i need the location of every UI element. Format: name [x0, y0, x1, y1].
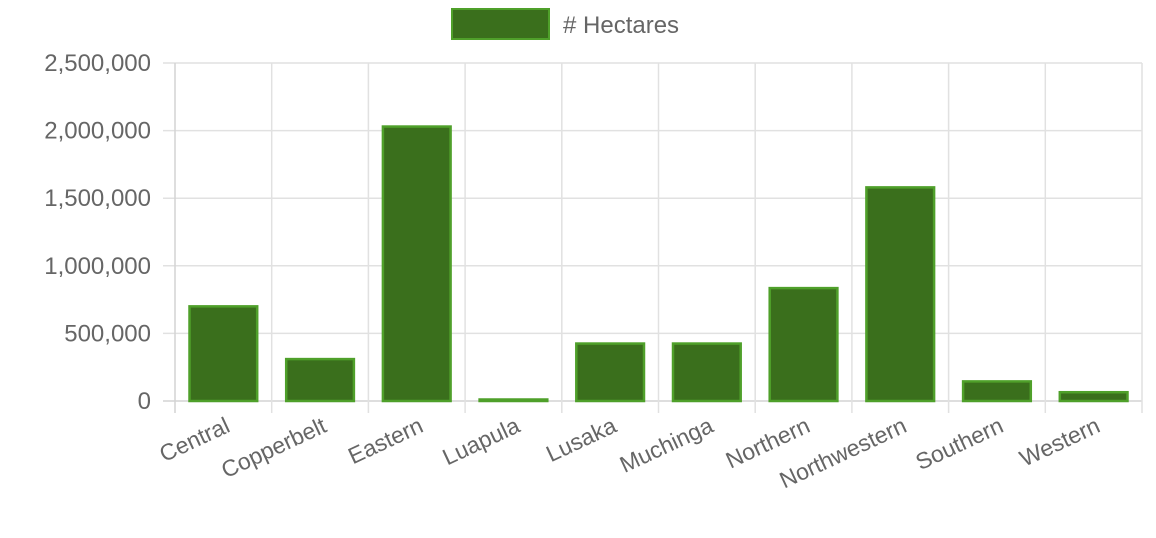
y-tick-label: 500,000 [64, 320, 151, 347]
y-tick-label: 2,500,000 [44, 50, 151, 77]
y-tick-label: 2,000,000 [44, 118, 151, 145]
bar-southern[interactable] [961, 380, 1033, 403]
legend-swatch [451, 8, 550, 40]
legend[interactable]: # Hectares [451, 8, 679, 40]
bar-luapula[interactable] [478, 398, 549, 403]
y-tick-label: 1,000,000 [44, 253, 151, 280]
bar-copperbelt[interactable] [284, 357, 356, 403]
x-tick-label: Lusaka [542, 412, 620, 467]
gridlines [163, 62, 1143, 413]
x-tick-label: Muchinga [616, 412, 718, 478]
y-tick-label: 0 [138, 388, 151, 415]
bar-muchinga[interactable] [671, 342, 742, 403]
bar-western[interactable] [1058, 390, 1129, 403]
x-tick-label: Southern [911, 412, 1007, 475]
x-tick-label: Eastern [344, 412, 427, 469]
x-tick-label: Copperbelt [217, 412, 331, 483]
bar-central[interactable] [188, 305, 259, 403]
legend-label: # Hectares [563, 12, 679, 39]
x-tick-label: Luapula [438, 412, 523, 470]
bars [188, 125, 1129, 403]
bar-northwestern[interactable] [865, 186, 936, 403]
x-tick-label: Western [1016, 412, 1104, 472]
y-axis-ticks: 0 500,000 1,000,000 1,500,000 2,000,000 2,500… [44, 50, 151, 415]
bar-eastern[interactable] [381, 125, 452, 403]
y-tick-label: 1,500,000 [44, 185, 151, 212]
bar-lusaka[interactable] [575, 342, 646, 403]
bar-northern[interactable] [768, 286, 839, 403]
